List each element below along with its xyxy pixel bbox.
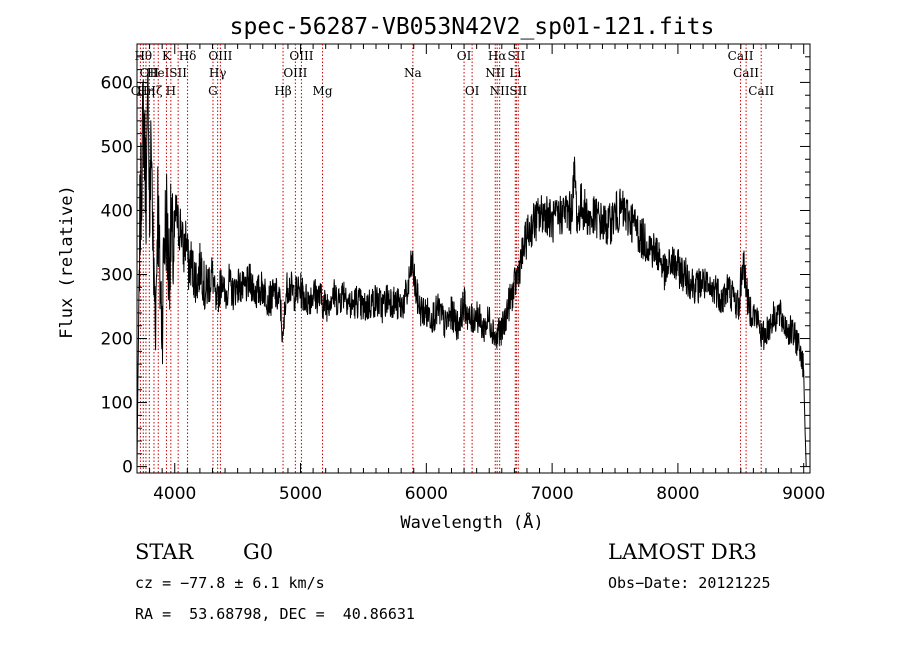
observation-date: Obs−Date: 20121225 [608, 574, 771, 592]
x-tick-label: 4000 [153, 484, 196, 504]
x-axis-label: Wavelength (Å) [400, 511, 543, 533]
line-marker-label: Mg [313, 84, 333, 98]
y-tick-label: 200 [101, 330, 133, 350]
x-tick-label: 6000 [405, 484, 448, 504]
y-tick-label: 600 [101, 73, 133, 93]
chart-title: spec-56287-VB053N42V2_sp01-121.fits [230, 14, 715, 40]
line-marker-label: OII [131, 84, 151, 98]
line-marker-label: OIII [208, 49, 232, 63]
x-tick-label: 8000 [656, 484, 699, 504]
line-marker-label: OIII [283, 66, 307, 80]
plot-frame [136, 43, 811, 474]
line-marker-label: Hθ [134, 49, 152, 63]
line-marker-label: Li [509, 66, 521, 80]
redshift-velocity: cz = −77.8 ± 6.1 km/s [135, 574, 325, 592]
line-marker-label: G [208, 84, 218, 98]
line-marker-label: OI [465, 84, 480, 98]
line-marker-label: Na [404, 66, 422, 80]
line-marker-label: Hβ [274, 84, 291, 98]
line-marker-label: SII [169, 66, 187, 80]
y-tick-label: 500 [101, 137, 133, 157]
x-tick-label: 9000 [782, 484, 825, 504]
sky-coordinates: RA = 53.68798, DEC = 40.86631 [135, 605, 415, 623]
line-marker-label: CaII [748, 84, 774, 98]
line-marker-label: SII [509, 84, 527, 98]
flux-series-line [136, 68, 807, 467]
line-marker-label: H [166, 84, 176, 98]
y-tick-label: 300 [101, 266, 133, 286]
object-subclass: G0 [243, 540, 274, 564]
y-axis-label: Flux (relative) [57, 185, 77, 339]
line-marker-label: Hη [137, 84, 155, 98]
survey-name: LAMOST DR3 [608, 540, 757, 564]
y-tick-label: 100 [101, 394, 133, 414]
line-marker-label: HeI [147, 66, 170, 80]
line-marker-label: NII [485, 66, 505, 80]
line-marker-label: SII [508, 49, 526, 63]
line-marker-label: OIII [289, 49, 313, 63]
line-marker-label: K [162, 49, 172, 63]
line-marker-label: CaII [733, 66, 759, 80]
x-tick-label: 5000 [279, 484, 322, 504]
line-marker-label: CaII [728, 49, 754, 63]
line-marker-label: Hδ [179, 49, 197, 63]
line-marker-label: OI [457, 49, 472, 63]
x-tick-label: 7000 [530, 484, 573, 504]
axis-ticks: 4000 5000 6000 7000 8000 9000 0 100 200 300 400 500… [101, 44, 825, 504]
line-marker-label: Hγ [209, 66, 227, 80]
line-marker-label: NII [490, 84, 510, 98]
y-tick-label: 0 [122, 458, 133, 478]
object-class: STAR [135, 540, 194, 564]
line-marker-label: Hα [488, 49, 507, 63]
y-tick-label: 400 [101, 201, 133, 221]
emission-line-markers: OIIHθHηOIIHζHeIKHSIIHδGHγOIIIHβOIIIOIIIM… [131, 44, 774, 473]
